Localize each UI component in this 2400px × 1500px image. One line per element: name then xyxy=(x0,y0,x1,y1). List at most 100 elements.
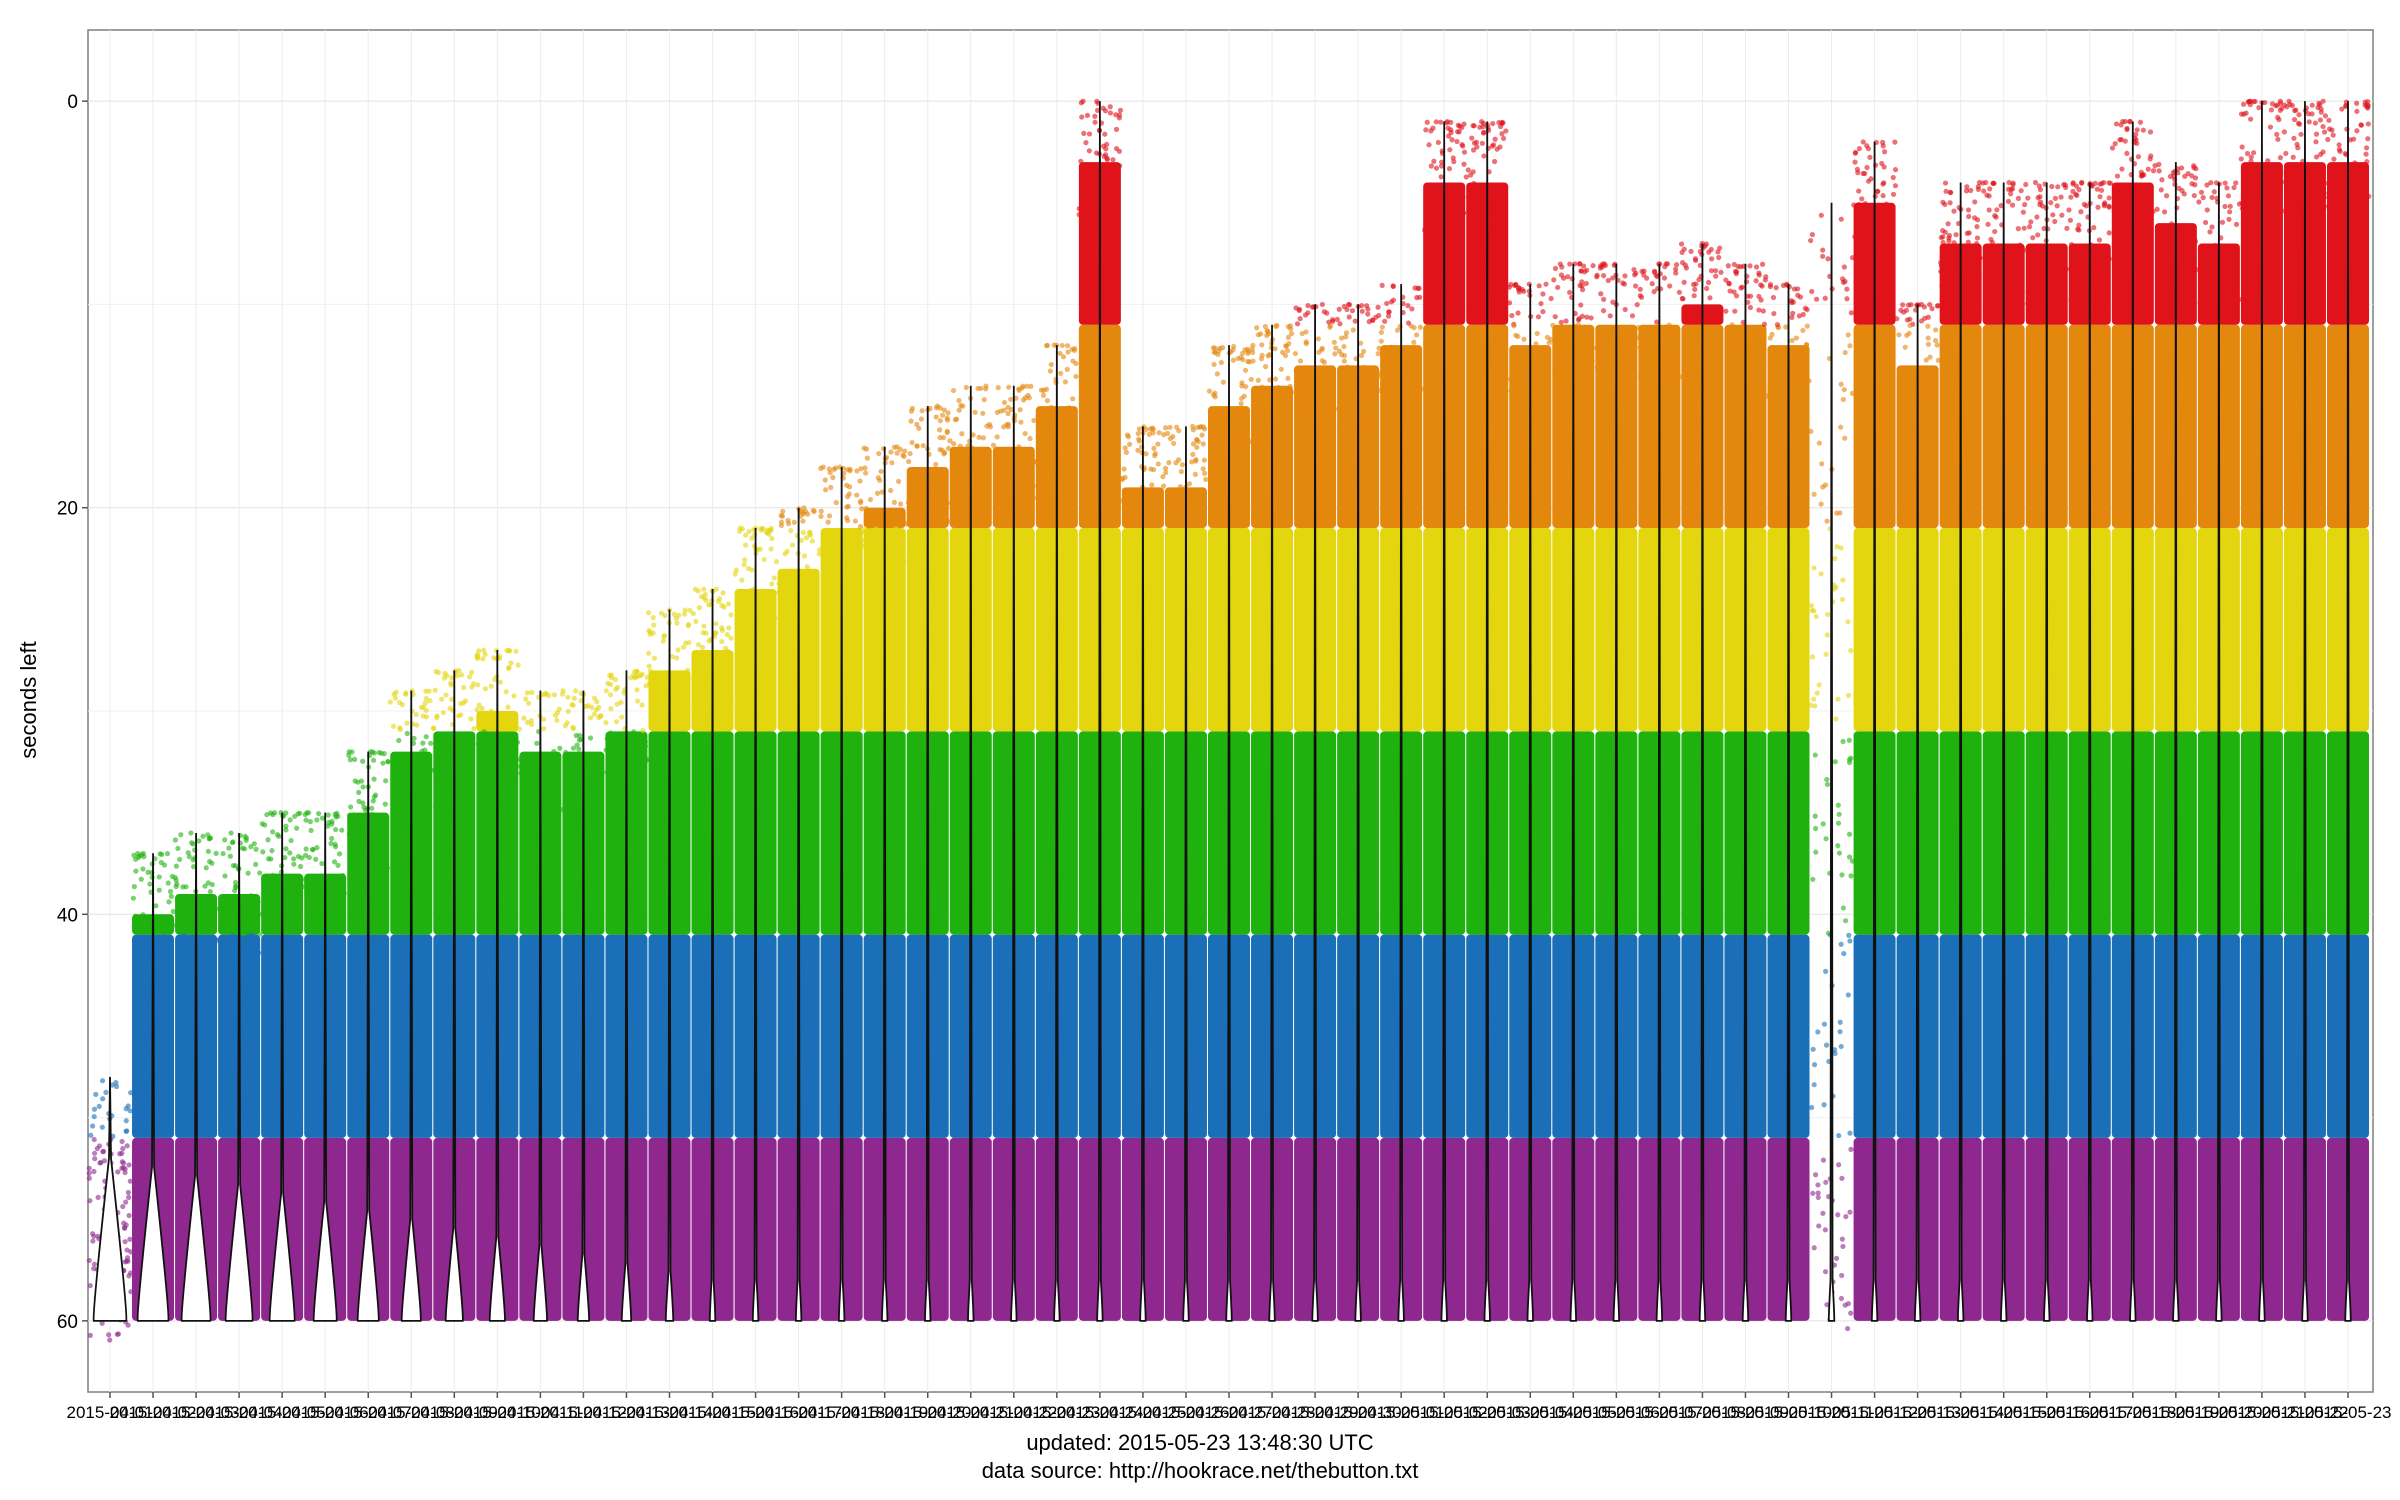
x-tick-label: 2015-05-02 xyxy=(1401,1403,1488,1422)
data-point xyxy=(634,698,641,704)
day-group xyxy=(259,810,305,1322)
data-point xyxy=(1006,447,1012,453)
data-point xyxy=(1747,304,1753,311)
data-point xyxy=(1203,476,1209,483)
data-point xyxy=(914,443,920,449)
data-point xyxy=(1951,208,1957,214)
data-point xyxy=(290,876,296,882)
data-point xyxy=(1079,114,1085,120)
data-point xyxy=(763,642,769,648)
data-point xyxy=(1835,802,1841,808)
data-point xyxy=(481,729,487,735)
data-point xyxy=(173,863,179,869)
data-point xyxy=(890,544,896,550)
data-point xyxy=(2333,194,2339,200)
data-point xyxy=(2222,256,2228,262)
data-point xyxy=(1638,357,1644,363)
data-point xyxy=(1515,401,1521,408)
data-point xyxy=(1845,692,1852,699)
violin xyxy=(1698,243,1707,1322)
data-point xyxy=(2224,185,2230,191)
data-point xyxy=(1499,131,1505,137)
data-point xyxy=(1446,166,1453,172)
x-tick-label: 2015-04-14 xyxy=(626,1403,713,1422)
data-point xyxy=(476,648,482,654)
data-point xyxy=(784,548,790,554)
data-point xyxy=(854,468,860,474)
day-group xyxy=(1334,301,1382,1322)
data-point xyxy=(1293,367,1299,374)
data-point xyxy=(1808,237,1814,244)
data-point xyxy=(1095,107,1101,113)
data-point xyxy=(1841,264,1847,270)
data-point xyxy=(1250,342,1256,348)
data-point xyxy=(185,909,192,915)
data-point xyxy=(608,681,614,688)
data-point xyxy=(769,535,775,542)
data-point xyxy=(542,766,549,773)
data-point xyxy=(1820,821,1826,827)
data-point xyxy=(596,806,602,812)
data-point xyxy=(863,446,870,452)
violin xyxy=(708,589,717,1322)
day-group xyxy=(1422,119,1468,1322)
day-group xyxy=(1378,282,1425,1322)
data-point xyxy=(426,688,432,694)
data-point xyxy=(314,845,320,851)
data-point xyxy=(132,913,138,919)
data-point xyxy=(548,771,554,777)
data-point xyxy=(2240,101,2247,107)
data-point xyxy=(1214,371,1220,377)
data-point xyxy=(1965,207,1972,213)
data-point xyxy=(449,696,455,702)
data-point xyxy=(1492,200,1498,206)
data-point xyxy=(2330,132,2336,138)
data-point xyxy=(778,519,785,525)
data-point xyxy=(1460,143,1466,149)
data-point xyxy=(2226,216,2232,222)
data-point xyxy=(403,770,409,776)
data-point xyxy=(1856,201,1862,208)
data-point xyxy=(1848,1310,1854,1316)
data-point xyxy=(1379,324,1385,330)
data-point xyxy=(2152,163,2158,169)
data-point xyxy=(1823,651,1829,657)
data-point xyxy=(604,769,610,775)
data-point xyxy=(2020,209,2026,215)
data-point xyxy=(1238,401,1244,407)
violin xyxy=(1354,304,1362,1322)
day-group xyxy=(904,403,952,1322)
data-point xyxy=(358,850,364,857)
data-point xyxy=(980,435,987,441)
data-point xyxy=(2079,179,2085,186)
x-tick-label: 2015-04-20 xyxy=(884,1403,971,1422)
data-point xyxy=(1848,755,1854,761)
violin xyxy=(1612,263,1620,1322)
data-point xyxy=(1124,432,1130,438)
data-point xyxy=(1890,174,1896,181)
data-point xyxy=(1491,226,1497,232)
data-point xyxy=(1366,319,1372,325)
x-tick-label: 2015-04-30 xyxy=(1315,1403,1402,1422)
data-point xyxy=(1385,313,1392,319)
data-point xyxy=(1548,295,1554,302)
data-point xyxy=(140,866,146,872)
data-point xyxy=(346,812,353,818)
data-point xyxy=(1378,338,1384,344)
data-point xyxy=(1380,381,1386,387)
data-point xyxy=(1166,460,1172,466)
data-point xyxy=(1892,183,1899,189)
data-point xyxy=(362,807,369,813)
data-point xyxy=(2211,189,2217,195)
data-point xyxy=(405,790,412,797)
data-point xyxy=(669,653,675,660)
data-point xyxy=(146,971,152,977)
data-point xyxy=(1487,194,1494,200)
data-point xyxy=(1481,153,1487,159)
data-point xyxy=(1110,157,1116,163)
data-point xyxy=(1610,354,1616,360)
data-point xyxy=(1600,272,1607,279)
data-point xyxy=(1690,349,1696,355)
data-point xyxy=(613,719,620,725)
data-point xyxy=(482,686,489,692)
